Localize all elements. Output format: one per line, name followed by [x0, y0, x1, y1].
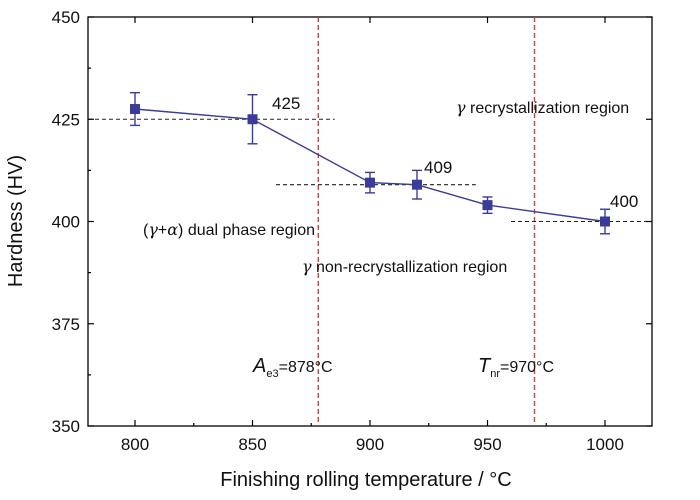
gamma-symbol: γ	[148, 220, 158, 239]
x-tick-label: 850	[238, 435, 266, 454]
data-point	[412, 179, 422, 190]
ref-label-400: 400	[610, 192, 638, 211]
y-axis-title: Hardness (HV)	[5, 155, 27, 287]
axes: 800 850 900 950 1000 350 375 400 425 450	[52, 8, 652, 454]
ref-label-425: 425	[272, 94, 300, 113]
y-tick-label: 350	[52, 417, 80, 436]
x-axis-title: Finishing rolling temperature / °C	[220, 469, 511, 491]
x-tick-label: 950	[473, 435, 501, 454]
gamma-symbol: γ	[456, 98, 466, 117]
non-recrystallization-text: non-recrystallization region	[312, 259, 508, 276]
y-tick-label: 425	[52, 110, 80, 129]
gamma-symbol: γ	[302, 257, 312, 276]
tnr-value: =970°C	[500, 359, 554, 376]
ae3-value: =878°C	[279, 359, 333, 376]
ae3-label: Ae3=878°C	[252, 355, 333, 380]
data-point	[482, 200, 493, 211]
tnr-sub: nr	[490, 368, 500, 380]
dual-phase-text: dual phase region	[183, 222, 315, 239]
hardness-series	[130, 91, 610, 235]
tnr-label: Tnr=970°C	[478, 355, 554, 380]
alpha-symbol: α	[167, 220, 178, 239]
y-tick-label: 375	[52, 315, 80, 334]
x-tick-label: 900	[356, 435, 384, 454]
y-tick-label: 450	[52, 8, 80, 27]
series-line	[134, 108, 606, 223]
data-point	[365, 177, 375, 188]
data-point	[247, 114, 258, 125]
paren-close: )	[178, 222, 183, 239]
data-point	[600, 216, 610, 227]
data-point	[130, 104, 140, 115]
paren-open: (	[143, 222, 149, 239]
non-recrystallization-region-label: γ non-recrystallization region	[302, 257, 507, 276]
ref-label-409: 409	[424, 158, 452, 177]
ae3-sub: e3	[266, 368, 278, 380]
ae3-main: A	[252, 355, 266, 377]
reference-lines	[88, 118, 652, 223]
recrystallization-region-label: γ recrystallization region	[456, 98, 629, 117]
y-tick-label: 400	[52, 213, 80, 232]
dual-phase-region-label: (γ+α) dual phase region	[143, 220, 315, 239]
plus-sign: +	[158, 222, 167, 239]
tnr-main: T	[478, 355, 492, 377]
x-tick-label: 1000	[586, 435, 624, 454]
recrystallization-text: recrystallization region	[466, 100, 630, 117]
x-tick-label: 800	[121, 435, 149, 454]
